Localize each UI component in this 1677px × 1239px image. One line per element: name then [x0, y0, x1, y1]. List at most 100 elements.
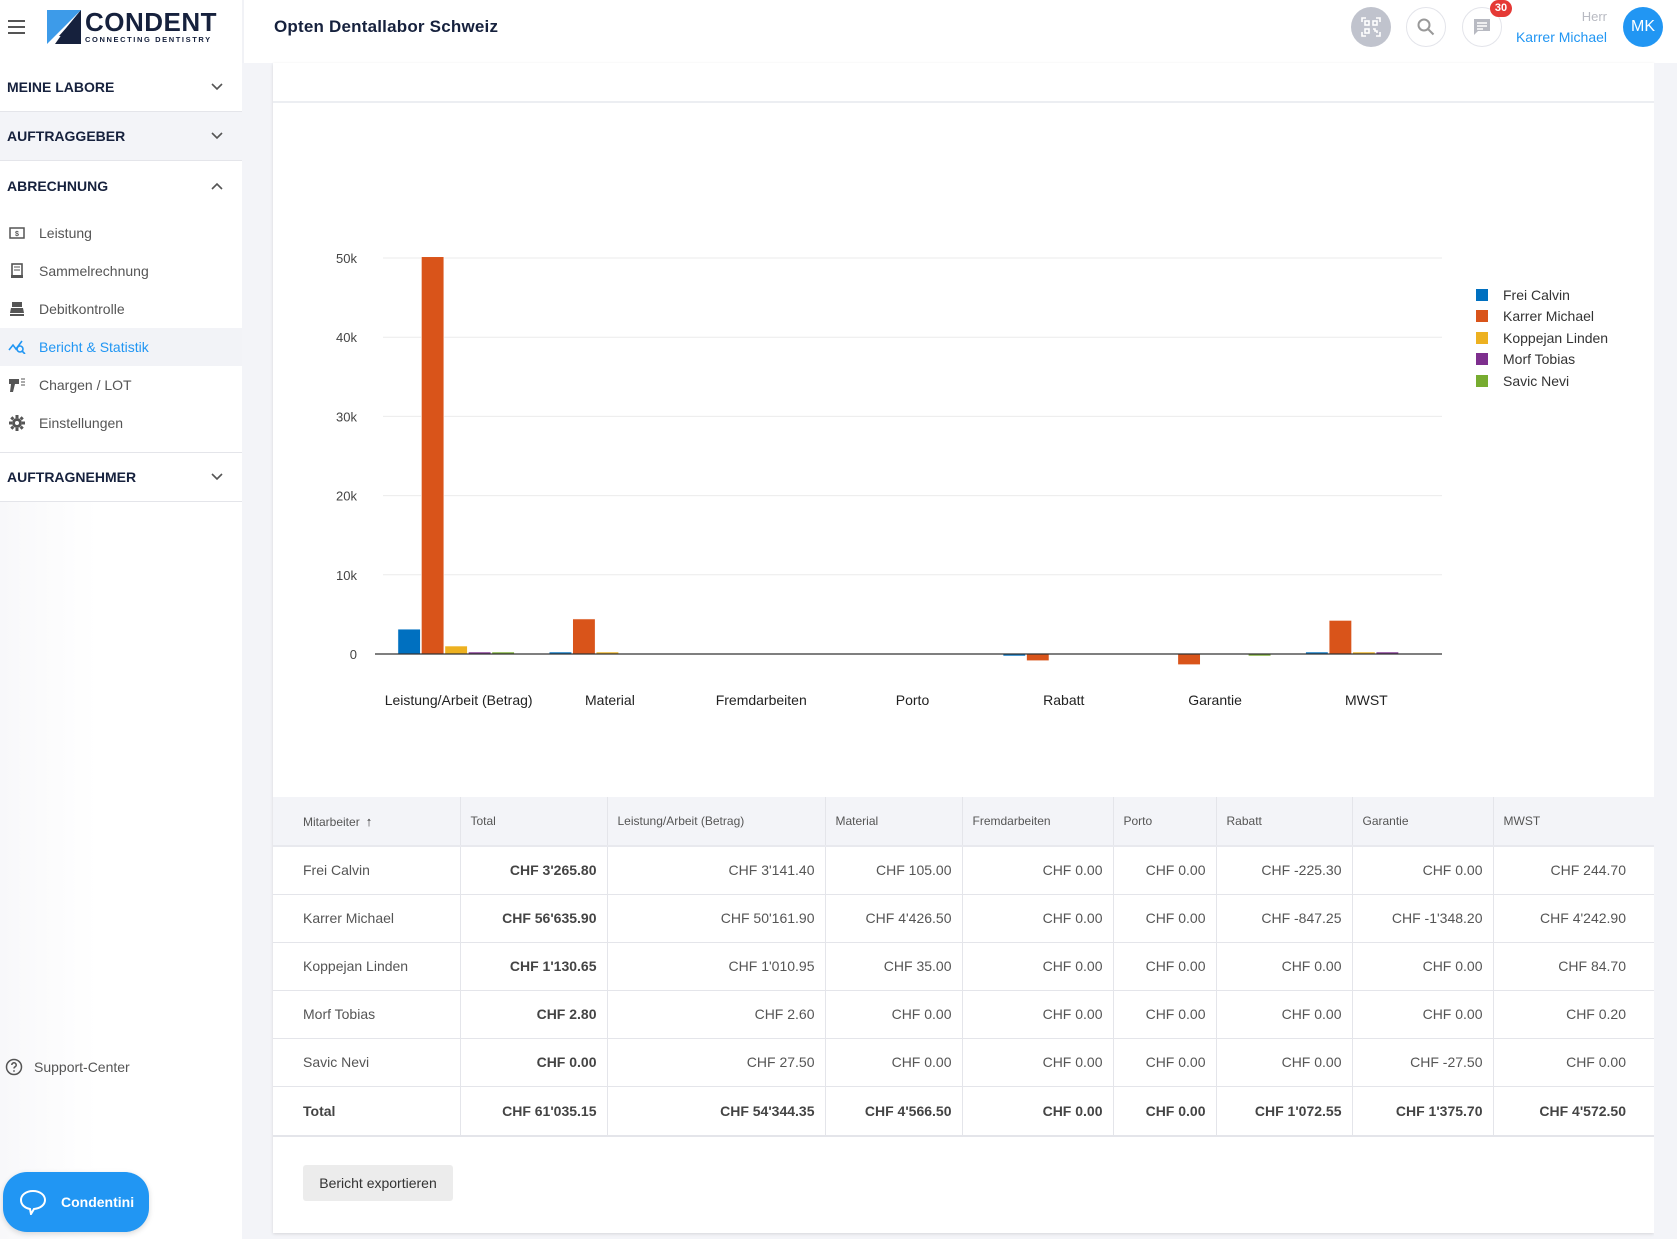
item-label: Chargen / LOT — [39, 377, 132, 393]
chevron-down-icon — [210, 129, 224, 143]
chevron-up-icon — [210, 179, 224, 193]
sidebar-item-chargen-lot[interactable]: Chargen / LOT — [0, 366, 242, 404]
sidebar-section-auftragnehmer[interactable]: AUFTRAGNEHMER — [0, 453, 242, 502]
sidebar-item-debitkontrolle[interactable]: Debitkontrolle — [0, 290, 242, 328]
cell-total: CHF 3'265.80 — [460, 846, 608, 895]
sidebar-section-meine-labore[interactable]: MEINE LABORE — [0, 63, 242, 112]
bar-karrer-michael — [421, 256, 445, 655]
x-category-label: Fremdarbeiten — [716, 692, 807, 708]
avatar[interactable]: MK — [1623, 7, 1663, 47]
table-row[interactable]: Morf Tobias CHF 2.80 CHF 2.60 CHF 0.00 CHF 0… — [273, 990, 1654, 1039]
legend-item[interactable]: Frei Calvin — [1476, 284, 1608, 306]
column-header-porto[interactable]: Porto — [1113, 797, 1217, 847]
x-category-label: Rabatt — [1043, 692, 1084, 708]
item-label: Debitkontrolle — [39, 301, 125, 317]
arrow-up-icon[interactable]: ↑ — [365, 813, 373, 829]
support-center-link[interactable]: Support-Center — [5, 1058, 130, 1076]
cell-porto: CHF 0.00 — [1113, 990, 1217, 1039]
cell-rabatt: CHF -225.30 — [1216, 846, 1353, 895]
search-icon — [1417, 18, 1435, 36]
column-label: Mitarbeiter — [303, 814, 360, 829]
y-tick-label: 30k — [336, 409, 357, 424]
cell-garantie: CHF 0.00 — [1352, 990, 1494, 1039]
sidebar-item-leistung[interactable]: $ Leistung — [0, 214, 242, 252]
bar-chart: 0 10k 20k 30k 40k 50k Leistung/Arbeit (Betrag)… — [273, 103, 1654, 798]
cell-total: CHF 56'635.90 — [460, 894, 608, 943]
bar-karrer-michael — [1026, 653, 1050, 662]
cell-material: CHF 35.00 — [825, 942, 963, 991]
column-header-leistung[interactable]: Leistung/Arbeit (Betrag) — [607, 797, 826, 847]
svg-text:$: $ — [15, 231, 19, 238]
condentini-label: Condentini — [61, 1194, 135, 1210]
cell-material: CHF 0.00 — [825, 990, 963, 1039]
condentini-chat-button[interactable]: Condentini — [3, 1172, 149, 1232]
legend-swatch — [1476, 288, 1488, 301]
sidebar-item-einstellungen[interactable]: Einstellungen — [0, 404, 242, 442]
cell-porto: CHF 0.00 — [1113, 894, 1217, 943]
user-salutation: Herr — [1581, 9, 1607, 24]
legend-label: Savic Nevi — [1503, 372, 1570, 389]
cell-material: CHF 4'426.50 — [825, 894, 963, 943]
cell-mitarbeiter: Karrer Michael — [273, 894, 461, 943]
table-row[interactable]: Karrer Michael CHF 56'635.90 CHF 50'161.90… — [273, 894, 1654, 943]
legend-item[interactable]: Morf Tobias — [1476, 349, 1608, 371]
legend-swatch — [1476, 310, 1488, 323]
condent-logo[interactable]: CONDENT CONNECTING DENTISTRY — [47, 7, 217, 45]
y-tick-label: 10k — [336, 568, 357, 583]
sidebar-item-bericht-statistik[interactable]: Bericht & Statistik — [0, 328, 242, 366]
messages-button[interactable] — [1462, 7, 1502, 47]
cell-leistung: CHF 2.60 — [607, 990, 826, 1039]
sidebar-section-abrechnung[interactable]: ABRECHNUNG — [0, 161, 242, 210]
legend-label: Frei Calvin — [1503, 286, 1570, 303]
table-row[interactable]: Frei Calvin CHF 3'265.80 CHF 3'141.40 CHF 1… — [273, 846, 1654, 895]
export-report-button[interactable]: Bericht exportieren — [303, 1165, 453, 1201]
legend-item[interactable]: Karrer Michael — [1476, 306, 1608, 328]
column-header-total[interactable]: Total — [460, 797, 608, 847]
header-divider — [242, 0, 244, 63]
cell-total: CHF 1'130.65 — [460, 942, 608, 991]
hamburger-icon[interactable] — [8, 20, 25, 34]
table-row[interactable]: Koppejan Linden CHF 1'130.65 CHF 1'010.95 C… — [273, 942, 1654, 991]
chart-legend: Frei Calvin Karrer Michael Koppejan Linden… — [1476, 284, 1608, 392]
section-label: ABRECHNUNG — [7, 177, 109, 194]
column-header-mitarbeiter[interactable]: Mitarbeiter ↑ — [273, 797, 461, 847]
legend-item[interactable]: Koppejan Linden — [1476, 327, 1608, 349]
item-label: Sammelrechnung — [39, 263, 149, 279]
column-header-fremdarbeiten[interactable]: Fremdarbeiten — [962, 797, 1114, 847]
cell-leistung: CHF 50'161.90 — [607, 894, 826, 943]
search-button[interactable] — [1406, 7, 1446, 47]
cell-garantie: CHF -27.50 — [1352, 1038, 1494, 1087]
table-total-row: Total CHF 61'035.15 CHF 54'344.35 CHF 4'566… — [273, 1086, 1654, 1137]
cell-garantie: CHF 0.00 — [1352, 846, 1494, 895]
cell-mwst: CHF 4'242.90 — [1493, 894, 1654, 943]
cell-porto: CHF 0.00 — [1113, 1038, 1217, 1087]
logo-tagline: CONNECTING DENTISTRY — [85, 35, 212, 44]
column-header-mwst[interactable]: MWST — [1493, 797, 1654, 847]
cell-leistung: CHF 1'010.95 — [607, 942, 826, 991]
help-circle-icon — [5, 1058, 23, 1076]
column-header-material[interactable]: Material — [825, 797, 963, 847]
chart-svg: 0 10k 20k 30k 40k 50k Leistung/Arbeit (Betrag)… — [336, 251, 1442, 708]
x-category-label: MWST — [1345, 692, 1388, 708]
column-header-rabatt[interactable]: Rabatt — [1216, 797, 1353, 847]
cell-mitarbeiter: Savic Nevi — [273, 1038, 461, 1087]
total-porto: CHF 0.00 — [1113, 1086, 1217, 1137]
cell-material: CHF 0.00 — [825, 1038, 963, 1087]
table-row[interactable]: Savic Nevi CHF 0.00 CHF 27.50 CHF 0.00 CHF 0… — [273, 1038, 1654, 1087]
legend-item[interactable]: Savic Nevi — [1476, 370, 1608, 392]
y-tick-label: 50k — [336, 251, 357, 266]
cell-fremdarbeiten: CHF 0.00 — [962, 1038, 1114, 1087]
qr-code-button[interactable] — [1351, 7, 1391, 47]
abrechnung-submenu: $ Leistung Sammelrechnung Debitkontrolle… — [0, 210, 242, 453]
user-name[interactable]: Karrer Michael — [1515, 29, 1607, 45]
total-material: CHF 4'566.50 — [825, 1086, 963, 1137]
page-gutter — [1654, 63, 1677, 1239]
column-header-garantie[interactable]: Garantie — [1352, 797, 1494, 847]
cell-total: CHF 2.80 — [460, 990, 608, 1039]
sidebar-item-sammelrechnung[interactable]: Sammelrechnung — [0, 252, 242, 290]
cell-fremdarbeiten: CHF 0.00 — [962, 990, 1114, 1039]
chart-search-icon — [8, 338, 26, 356]
invoice-icon — [8, 262, 26, 280]
cell-rabatt: CHF 0.00 — [1216, 1038, 1353, 1087]
sidebar-section-auftraggeber[interactable]: AUFTRAGGEBER — [0, 112, 242, 161]
